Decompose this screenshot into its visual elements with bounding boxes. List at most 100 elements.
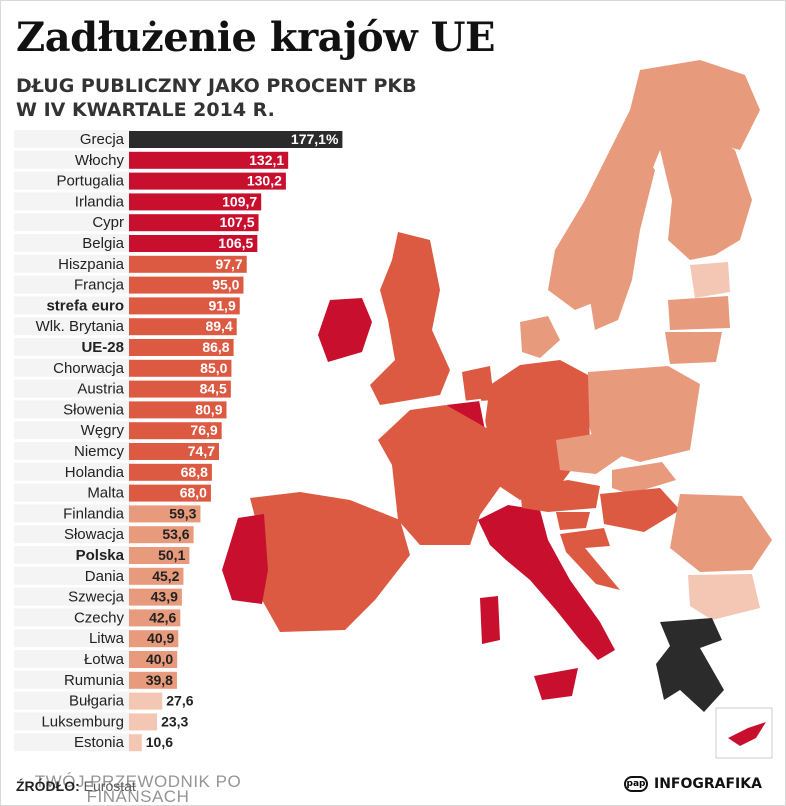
map-latvia xyxy=(668,296,730,330)
row-band xyxy=(14,130,131,148)
bar-holandia xyxy=(129,463,212,481)
bar-value-label-czechy: 42,6 xyxy=(149,609,176,625)
bar-category-label-dania: Dania xyxy=(85,568,125,585)
bar-category-label-hiszpania: Hiszpania xyxy=(58,256,125,273)
bar-value-label-finlandia: 59,3 xyxy=(169,505,196,521)
row-band xyxy=(14,629,131,648)
bar-malta xyxy=(129,484,211,502)
bar-irlandia xyxy=(129,193,262,211)
bar-portugalia xyxy=(129,172,286,190)
bar-belgia xyxy=(129,235,258,252)
bar-category-label-łotwa: Łotwa xyxy=(84,651,125,668)
bar-value-label-portugalia: 130,2 xyxy=(247,173,282,189)
bar-dania xyxy=(129,567,184,585)
page-subtitle: DŁUG PUBLICZNY JAKO PROCENT PKB W IV KWA… xyxy=(16,74,417,122)
map-lithuania xyxy=(665,332,722,364)
page-title: Zadłużenie krajów UE xyxy=(16,14,495,61)
bar-category-label-czechy: Czechy xyxy=(74,609,125,626)
bar-francja xyxy=(129,276,244,294)
bar-łotwa xyxy=(129,651,178,668)
bar-value-label-hiszpania: 97,7 xyxy=(215,256,242,272)
bar-value-label-łotwa: 40,0 xyxy=(146,651,173,667)
row-band xyxy=(14,650,131,668)
bar-category-label-estonia: Estonia xyxy=(74,734,125,751)
bar-value-label-belgia: 106,5 xyxy=(218,235,253,251)
watermark-text: TWÓJ PRZEWODNIK PO FINANSACH xyxy=(34,772,242,806)
row-band xyxy=(14,296,131,315)
row-band xyxy=(14,254,131,273)
row-band xyxy=(14,150,131,169)
bar-value-label-chorwacja: 85,0 xyxy=(200,360,227,376)
bar-category-label-słowacja: Słowacja xyxy=(64,526,125,543)
map-greece xyxy=(656,618,724,712)
pap-brand-label: INFOGRAFIKA xyxy=(654,776,762,792)
bar-category-label-austria: Austria xyxy=(77,381,124,398)
bar-ue-28 xyxy=(129,339,234,356)
row-band xyxy=(14,275,131,294)
bar-litwa xyxy=(129,630,179,648)
map-czech xyxy=(556,432,622,474)
bar-category-label-bułgaria: Bułgaria xyxy=(69,693,125,710)
bar-category-label-wlk-brytania: Wlk. Brytania xyxy=(36,318,125,335)
map-sardinia xyxy=(480,596,500,644)
bar-category-label-irlandia: Irlandia xyxy=(75,193,125,210)
bar-category-label-luksemburg: Luksemburg xyxy=(41,713,124,730)
bar-strefa-euro xyxy=(129,297,240,315)
bar-estonia xyxy=(129,734,142,752)
row-band xyxy=(14,213,131,232)
bar-hiszpania xyxy=(129,255,247,273)
bar-węgry xyxy=(129,422,222,440)
pap-infografika-brand: pap INFOGRAFIKA xyxy=(624,776,762,792)
bar-category-label-strefa-euro: strefa euro xyxy=(46,297,124,314)
bar-chorwacja xyxy=(129,359,232,377)
bar-polska xyxy=(129,547,190,564)
bar-category-label-portugalia: Portugalia xyxy=(56,173,124,190)
row-band xyxy=(14,525,131,544)
bar-value-label-polska: 50,1 xyxy=(158,547,185,563)
row-band xyxy=(14,421,131,440)
map-italy xyxy=(478,505,615,660)
bar-value-label-wlk-brytania: 89,4 xyxy=(205,318,232,334)
bar-value-label-węgry: 76,9 xyxy=(190,422,217,438)
row-band xyxy=(14,483,131,502)
row-band xyxy=(14,462,131,481)
bar-włochy xyxy=(129,151,289,169)
map-croatia xyxy=(560,528,620,590)
bar-value-label-słowenia: 80,9 xyxy=(195,401,222,417)
bar-value-label-estonia: 10,6 xyxy=(146,734,173,750)
bar-słowacja xyxy=(129,526,194,544)
bar-słowenia xyxy=(129,401,227,419)
row-band xyxy=(14,546,131,564)
row-band xyxy=(14,504,131,523)
map-sweden xyxy=(590,150,655,330)
bar-value-label-włochy: 132,1 xyxy=(249,152,284,168)
map-finland xyxy=(660,130,752,260)
bar-rumunia xyxy=(129,671,177,689)
subtitle-line-1: DŁUG PUBLICZNY JAKO PROCENT PKB xyxy=(16,75,417,97)
bar-value-label-holandia: 68,8 xyxy=(181,464,208,480)
row-band xyxy=(14,566,131,585)
bar-value-label-francja: 95,0 xyxy=(212,277,239,293)
row-band xyxy=(14,587,131,606)
source-label: ŹRÓDŁO: xyxy=(16,778,80,794)
source-note: ŹRÓDŁO: Eurostat xyxy=(16,778,136,794)
bar-value-label-strefa-euro: 91,9 xyxy=(208,297,235,313)
bar-value-label-bułgaria: 27,6 xyxy=(166,693,193,709)
bar-category-label-francja: Francja xyxy=(74,277,125,294)
map-denmark xyxy=(520,316,560,358)
bar-category-label-holandia: Holandia xyxy=(65,464,125,481)
row-band xyxy=(14,379,131,398)
bar-value-label-austria: 84,5 xyxy=(200,381,227,397)
row-band xyxy=(14,691,131,710)
bar-szwecja xyxy=(129,588,182,606)
map-romania xyxy=(670,494,772,572)
bar-category-label-ue-28: UE-28 xyxy=(81,339,124,356)
map-sicily xyxy=(534,668,578,700)
row-band xyxy=(14,712,131,731)
bar-category-label-malta: Malta xyxy=(87,485,124,502)
bar-value-label-litwa: 40,9 xyxy=(147,630,174,646)
map-portugal xyxy=(222,514,268,604)
bar-category-label-litwa: Litwa xyxy=(89,630,125,647)
